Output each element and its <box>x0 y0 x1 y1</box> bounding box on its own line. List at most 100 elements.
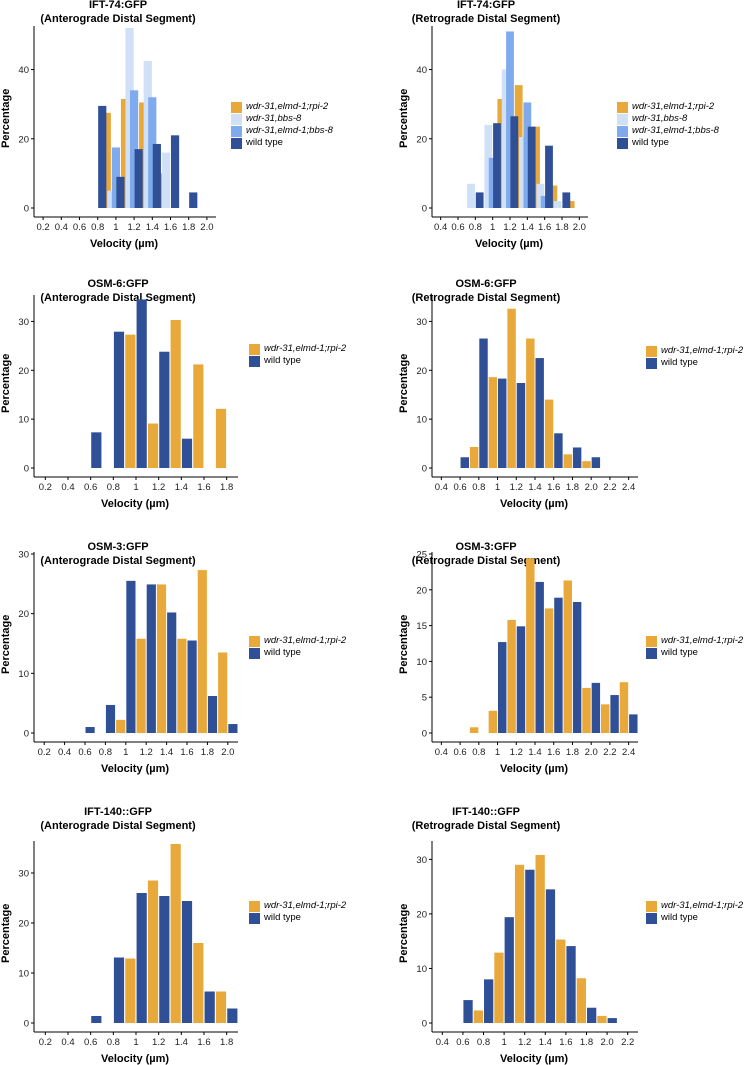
bar-series-0 <box>215 991 227 1023</box>
chart-panel-osm6-retrograde: OSM-6:GFP (Retrograde Distal Segment) 0.4 0… <box>374 265 749 530</box>
x-tick-label: 0.2 <box>38 747 51 758</box>
x-tick-label: 1.8 <box>220 1037 233 1048</box>
x-tick-label: 0.4 <box>435 482 448 493</box>
x-tick-label: 1.4 <box>175 1037 188 1048</box>
legend-swatch <box>231 125 242 137</box>
x-tick-label: 1.4 <box>521 222 534 233</box>
chart-svg: 0.2 0.4 0.6 0.8 1 1.2 1.4 1.6 1.8 0 10 20 30 <box>18 295 238 493</box>
legend-swatch <box>231 101 242 113</box>
chart-subtitle: (Retrograde Distal Segment) <box>411 820 561 832</box>
legend-item: wdr-31,elmd-1;rpi-2 <box>617 101 719 113</box>
chart-subtitle: (Retrograde Distal Segment) <box>411 555 561 567</box>
bar-wild-type <box>113 331 125 468</box>
bar-series-0 <box>147 423 159 468</box>
legend-label: wdr-31,elmd-1;rpi-2 <box>661 345 744 356</box>
x-tick-label: 1 <box>501 1037 506 1048</box>
x-tick-label: 0.6 <box>453 482 466 493</box>
bar-series-0 <box>544 399 554 468</box>
bar-series-2 <box>488 157 497 208</box>
bar-wild-type <box>504 917 514 1023</box>
bar-series-0 <box>526 338 535 468</box>
bar-series-2 <box>130 90 139 208</box>
bar-wild-type <box>207 696 218 733</box>
chart-title: OSM-6:GFP <box>455 278 517 290</box>
y-tick-label: 10 <box>416 964 427 975</box>
y-tick-label: 20 <box>18 609 29 620</box>
bar-wild-type <box>105 704 116 733</box>
bar-wild-type <box>136 299 147 468</box>
x-tick-label: 0.8 <box>99 747 112 758</box>
bar-wild-type <box>610 695 619 733</box>
x-tick-label: 1.2 <box>518 1037 531 1048</box>
legend-item: wild type <box>249 647 346 659</box>
bar-series-0 <box>549 185 558 208</box>
y-tick-label: 30 <box>416 317 427 328</box>
x-tick-label: 1.2 <box>152 1037 165 1048</box>
legend-swatch <box>617 113 628 125</box>
y-tick-label: 0 <box>422 204 427 215</box>
bar-wild-type <box>535 358 544 468</box>
legend-label: wdr-31,bbs-8 <box>246 113 302 124</box>
bar-series-0 <box>514 85 523 208</box>
bar-wild-type <box>591 457 601 468</box>
x-tick-label: 0.8 <box>472 482 485 493</box>
legend-swatch <box>646 647 657 659</box>
chart-title: OSM-3:GFP <box>455 541 517 553</box>
y-tick-label: 0 <box>422 1019 427 1030</box>
bar-wild-type <box>113 957 125 1023</box>
x-tick-label: 1.6 <box>197 1037 210 1048</box>
legend-swatch <box>646 912 657 924</box>
bar-series-0 <box>469 446 479 468</box>
x-tick-label: 1.8 <box>566 747 579 758</box>
x-tick-label: 1.2 <box>152 482 165 493</box>
bar-series-0 <box>544 608 554 733</box>
chart-title: OSM-3:GFP <box>87 541 149 553</box>
legend-swatch <box>617 101 628 113</box>
legend-item: wdr-31,elmd-1;rpi-2 <box>646 635 743 647</box>
bar-series-0 <box>497 98 506 208</box>
legend-item: wdr-31,bbs-8 <box>231 113 333 125</box>
y-tick-label: 40 <box>416 65 427 76</box>
bar-wild-type <box>134 149 143 208</box>
bar-series-0 <box>136 638 146 733</box>
x-axis-label: Velocity (µm) <box>475 238 544 250</box>
x-tick-label: 0.4 <box>61 1037 74 1048</box>
bar-series-0 <box>514 864 525 1023</box>
legend-label: wdr-31,bbs-8 <box>632 113 688 124</box>
legend-label: wild type <box>246 137 283 148</box>
bar-series-0 <box>139 102 148 208</box>
bar-wild-type <box>91 432 102 468</box>
x-axis-label: Velocity (µm) <box>500 498 569 510</box>
x-tick-label: 0.4 <box>55 222 68 233</box>
legend-item: wdr-31,elmd-1;rpi-2 <box>249 635 346 647</box>
bar-wild-type <box>498 642 507 733</box>
chart-panel-ift140-anterograde: IFT-140::GFP (Anterograde Distal Segment)… <box>0 793 374 1065</box>
x-tick-label: 1 <box>133 1037 138 1048</box>
bar-wild-type <box>204 991 215 1023</box>
chart-subtitle: (Anterograde Distal Segment) <box>40 13 196 25</box>
bar-series-0 <box>488 710 498 733</box>
legend-label: wild type <box>264 912 301 923</box>
x-tick-label: 2.0 <box>585 747 598 758</box>
bar-series-0 <box>582 461 591 468</box>
chart-legend: wdr-31,elmd-1;rpi-2 wild type <box>646 635 743 659</box>
bar-wild-type <box>479 338 488 468</box>
legend-swatch <box>646 635 657 647</box>
y-tick-label: 0 <box>24 204 29 215</box>
bar-series-0 <box>218 652 228 733</box>
chart-legend: wdr-31,elmd-1;rpi-2 wild type <box>646 345 743 369</box>
x-tick-label: 1.2 <box>140 747 153 758</box>
legend-swatch <box>646 345 657 357</box>
bar-series-0 <box>193 943 204 1023</box>
x-tick-label: 0.6 <box>78 747 91 758</box>
x-tick-label: 0.4 <box>61 482 74 493</box>
y-tick-label: 20 <box>18 919 29 930</box>
chart-svg: 0.4 0.6 0.8 1 1.2 1.4 1.6 1.8 2.0 2.2 2.4 0 10 20 30 <box>416 295 638 493</box>
bar-wild-type <box>498 378 507 468</box>
y-tick-label: 25 <box>416 550 427 561</box>
bar-wild-type <box>629 714 638 733</box>
legend-label: wdr-31,elmd-1;bbs-8 <box>246 125 333 136</box>
legend-swatch <box>646 357 657 369</box>
bar-series-0 <box>601 704 610 733</box>
bar-series-0 <box>197 570 207 733</box>
